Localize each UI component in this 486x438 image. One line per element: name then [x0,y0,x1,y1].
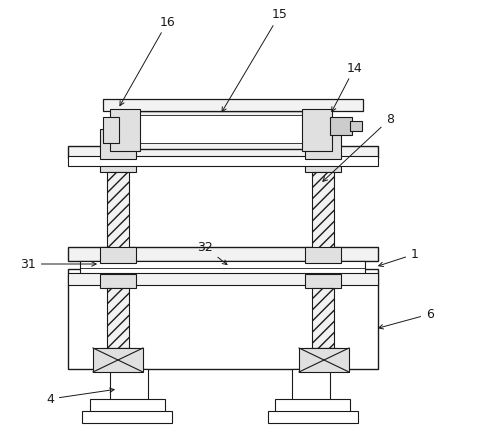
Bar [68,147,378,159]
Text: 14: 14 [332,61,363,112]
Bar [312,288,334,348]
Bar [292,369,330,405]
Bar [90,399,165,415]
Bar [305,155,341,173]
Bar [350,122,362,132]
Bar [107,173,129,252]
Bar [110,110,140,152]
Bar [268,411,358,423]
Bar [100,155,136,173]
Text: 4: 4 [46,388,114,406]
Bar [100,247,136,263]
Bar [107,288,129,348]
Bar [100,274,136,288]
Bar [305,247,341,263]
Text: 31: 31 [20,258,96,271]
Text: 1: 1 [379,248,419,267]
Bar [305,348,341,362]
Bar [68,157,378,166]
Bar [312,173,334,252]
Text: 32: 32 [197,241,227,265]
Bar [103,100,363,112]
Text: 8: 8 [323,113,394,182]
Bar [93,348,143,372]
Bar [68,273,378,285]
Bar [302,110,332,152]
Text: 6: 6 [379,308,434,329]
Text: 15: 15 [222,8,288,113]
Bar [68,247,378,261]
Bar [275,399,350,415]
Bar [110,369,148,405]
Bar [103,118,119,144]
Bar [330,118,352,136]
Bar [82,411,172,423]
Bar [100,348,136,362]
Text: 16: 16 [120,15,176,106]
Bar [299,348,349,372]
Bar [80,261,365,276]
Bar [305,274,341,288]
Bar [305,130,341,159]
Bar [136,112,311,150]
Bar [100,130,136,159]
Bar [68,269,378,369]
Bar [140,116,307,144]
